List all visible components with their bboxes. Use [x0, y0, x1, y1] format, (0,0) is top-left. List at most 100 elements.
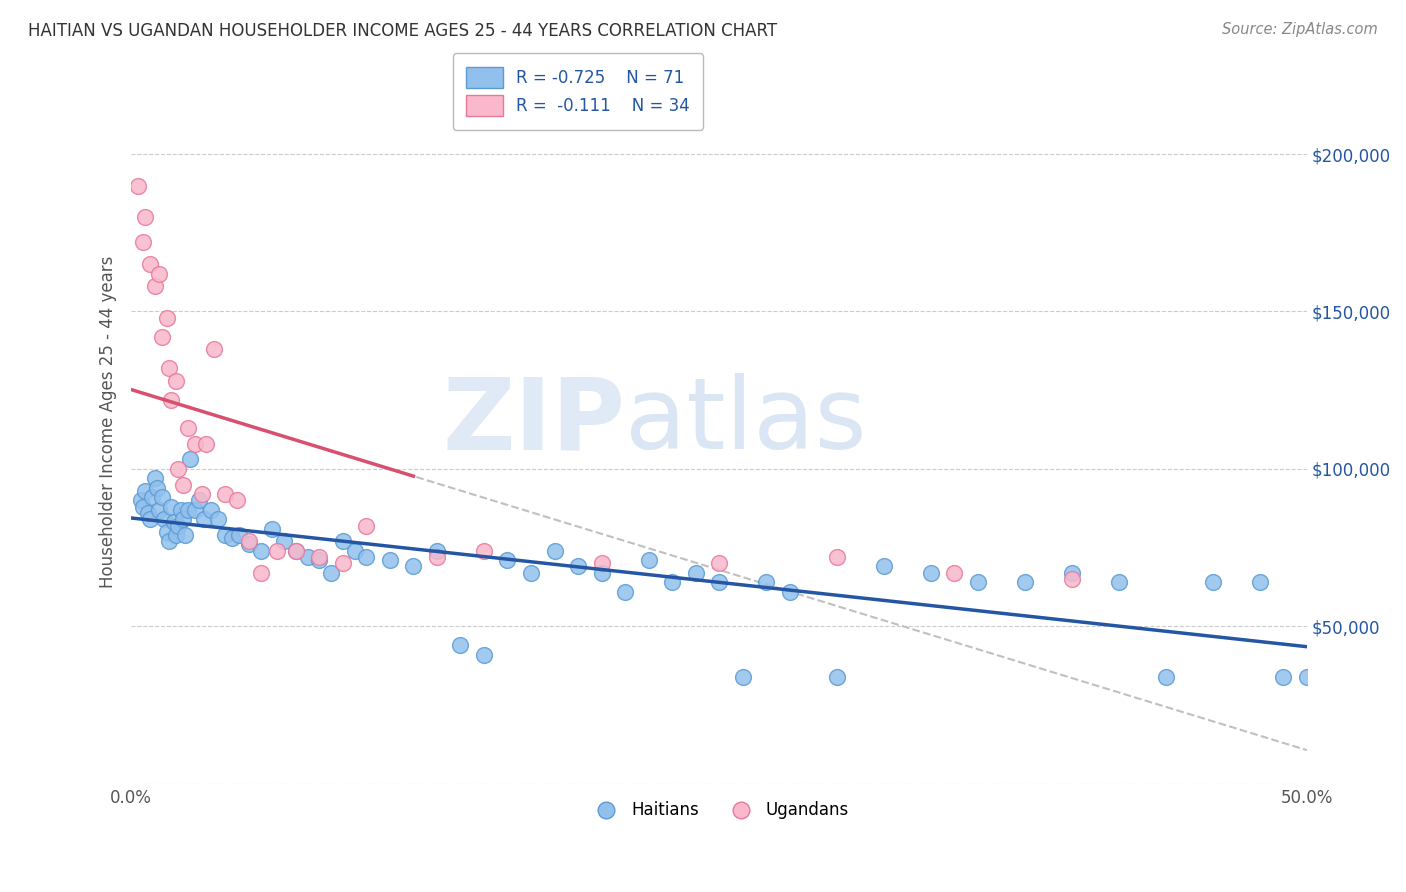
Point: [150, 490, 173, 504]
Point: [591, 557, 613, 571]
Point: [165, 528, 187, 542]
Point: [157, 361, 180, 376]
Point: [167, 518, 190, 533]
Point: [637, 553, 659, 567]
Point: [238, 534, 260, 549]
Point: [153, 512, 176, 526]
Point: [1272, 670, 1295, 684]
Point: [160, 500, 183, 514]
Point: [966, 575, 988, 590]
Text: atlas: atlas: [626, 373, 866, 470]
Point: [332, 534, 354, 549]
Point: [139, 512, 162, 526]
Point: [472, 648, 495, 662]
Point: [129, 493, 152, 508]
Point: [661, 575, 683, 590]
Point: [321, 566, 343, 580]
Point: [134, 210, 156, 224]
Point: [195, 436, 218, 450]
Point: [356, 518, 378, 533]
Point: [191, 487, 214, 501]
Point: [472, 543, 495, 558]
Point: [132, 235, 155, 250]
Point: [1202, 575, 1225, 590]
Point: [179, 452, 201, 467]
Text: Source: ZipAtlas.com: Source: ZipAtlas.com: [1222, 22, 1378, 37]
Point: [873, 559, 896, 574]
Point: [148, 503, 170, 517]
Point: [449, 638, 471, 652]
Point: [143, 471, 166, 485]
Point: [188, 493, 211, 508]
Point: [202, 343, 225, 357]
Point: [343, 543, 366, 558]
Point: [184, 503, 207, 517]
Point: [707, 575, 730, 590]
Point: [266, 543, 288, 558]
Point: [207, 512, 229, 526]
Point: [779, 584, 801, 599]
Point: [591, 566, 613, 580]
Point: [825, 670, 848, 684]
Point: [249, 566, 271, 580]
Point: [1154, 670, 1177, 684]
Point: [221, 531, 243, 545]
Point: [184, 436, 207, 450]
Point: [284, 543, 307, 558]
Point: [132, 500, 155, 514]
Point: [543, 543, 565, 558]
Point: [1108, 575, 1130, 590]
Point: [332, 557, 354, 571]
Point: [146, 481, 169, 495]
Point: [249, 543, 271, 558]
Point: [567, 559, 589, 574]
Point: [228, 528, 250, 542]
Point: [1249, 575, 1271, 590]
Point: [172, 477, 194, 491]
Point: [825, 549, 848, 564]
Point: [685, 566, 707, 580]
Point: [141, 490, 163, 504]
Y-axis label: Householder Income Ages 25 - 44 years: Householder Income Ages 25 - 44 years: [100, 255, 117, 588]
Point: [308, 549, 330, 564]
Point: [139, 257, 162, 271]
Point: [308, 553, 330, 567]
Point: [273, 534, 295, 549]
Point: [731, 670, 754, 684]
Point: [426, 543, 449, 558]
Point: [165, 374, 187, 388]
Point: [162, 516, 184, 530]
Point: [707, 557, 730, 571]
Text: HAITIAN VS UGANDAN HOUSEHOLDER INCOME AGES 25 - 44 YEARS CORRELATION CHART: HAITIAN VS UGANDAN HOUSEHOLDER INCOME AG…: [28, 22, 778, 40]
Point: [614, 584, 637, 599]
Point: [174, 528, 197, 542]
Point: [920, 566, 942, 580]
Point: [262, 522, 284, 536]
Point: [943, 566, 966, 580]
Point: [193, 512, 215, 526]
Point: [238, 537, 260, 551]
Legend: Haitians, Ugandans: Haitians, Ugandans: [583, 795, 855, 826]
Point: [160, 392, 183, 407]
Point: [378, 553, 401, 567]
Point: [1060, 566, 1083, 580]
Point: [297, 549, 319, 564]
Point: [143, 279, 166, 293]
Point: [426, 549, 449, 564]
Point: [155, 310, 177, 325]
Point: [200, 503, 222, 517]
Point: [402, 559, 425, 574]
Point: [148, 267, 170, 281]
Point: [176, 503, 198, 517]
Point: [226, 493, 249, 508]
Point: [1014, 575, 1036, 590]
Point: [1060, 572, 1083, 586]
Point: [134, 483, 156, 498]
Point: [214, 487, 236, 501]
Point: [284, 543, 307, 558]
Point: [496, 553, 519, 567]
Point: [127, 178, 149, 193]
Point: [520, 566, 543, 580]
Point: [155, 524, 177, 539]
Point: [214, 528, 236, 542]
